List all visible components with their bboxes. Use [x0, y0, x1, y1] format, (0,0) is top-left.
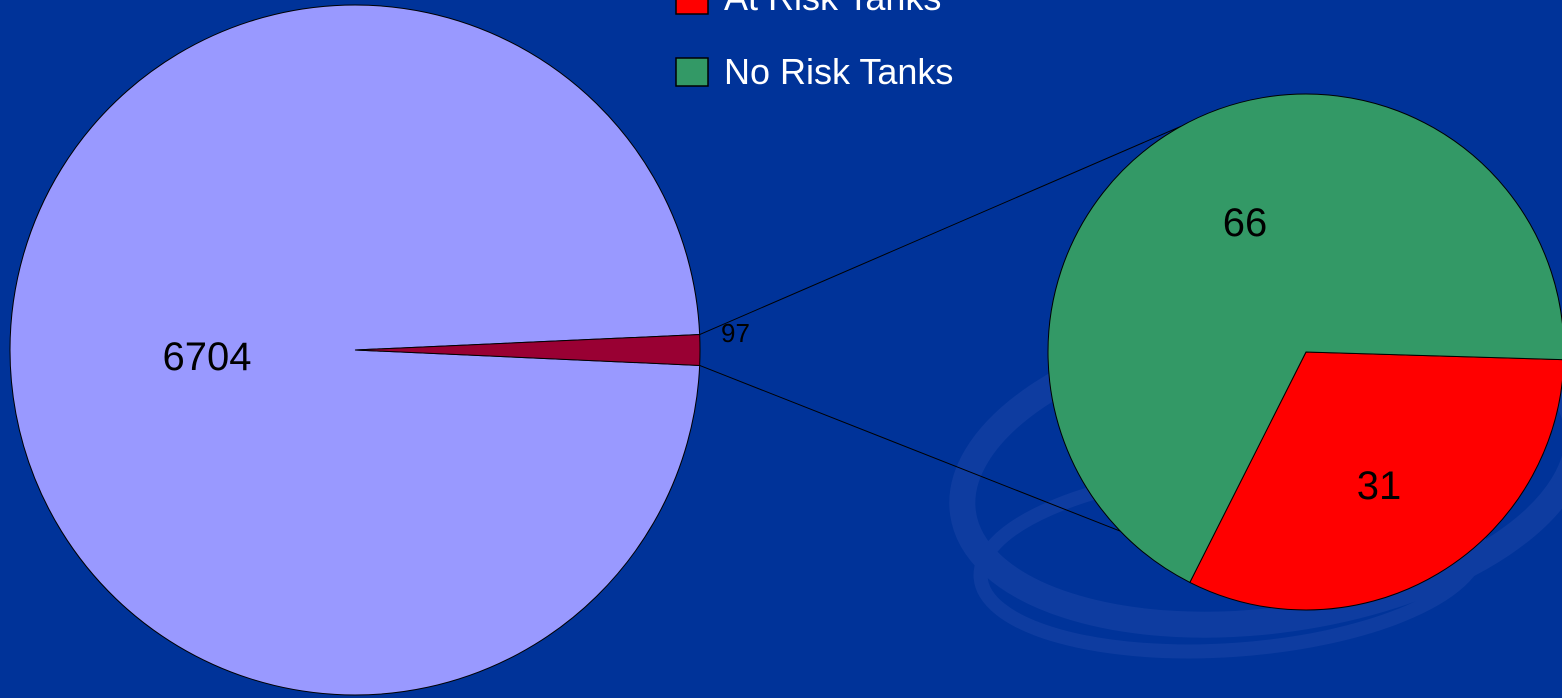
data-label-main-large: 6704: [163, 335, 252, 379]
legend-swatch-no-risk: [675, 57, 709, 87]
legend-item-no-risk: No Risk Tanks: [675, 51, 953, 92]
legend: At Risk Tanks No Risk Tanks: [675, 0, 953, 92]
legend-item-at-risk: At Risk Tanks: [675, 0, 941, 18]
main-pie: [9, 4, 701, 696]
main-pie-slice-other: [9, 4, 701, 696]
data-labels: 6704 97 31 66: [163, 201, 1402, 508]
connector-line-bottom: [699, 364, 1121, 532]
connector-line-top: [699, 125, 1182, 336]
data-label-main-small: 97: [721, 318, 750, 348]
data-label-at-risk: 31: [1357, 464, 1402, 508]
pie-connector-lines: [699, 125, 1182, 532]
legend-label-at-risk: At Risk Tanks: [724, 0, 941, 18]
secondary-slice-at-risk: [1189, 351, 1562, 611]
main-pie-slice-split: [354, 334, 701, 366]
legend-swatch-at-risk: [675, 0, 709, 15]
secondary-pie: [1047, 93, 1562, 611]
secondary-slice-no-risk: [1047, 93, 1562, 584]
data-label-no-risk: 66: [1223, 201, 1268, 245]
legend-label-no-risk: No Risk Tanks: [724, 51, 953, 92]
